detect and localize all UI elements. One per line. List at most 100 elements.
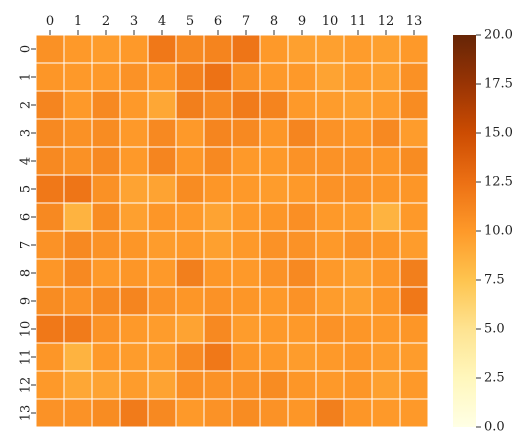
heatmap-cell-r10-c5 — [175, 314, 205, 344]
heatmap-cell-r10-c11 — [343, 314, 373, 344]
heatmap-cell-r11-c4 — [147, 342, 177, 372]
heatmap-cell-r9-c13 — [399, 286, 429, 316]
heatmap-cell-r9-c3 — [119, 286, 149, 316]
heatmap-cell-r13-c8 — [259, 398, 289, 428]
heatmap-cell-r2-c12 — [371, 90, 401, 120]
heatmap-cell-r1-c7 — [231, 62, 261, 92]
heatmap-cell-r4-c5 — [175, 146, 205, 176]
heatmap-cell-r2-c4 — [147, 90, 177, 120]
heatmap-cell-r0-c4 — [147, 34, 177, 64]
heatmap-cell-r6-c2 — [91, 202, 121, 232]
heatmap-cell-r4-c13 — [399, 146, 429, 176]
y-tick-label-11: 11 — [19, 349, 34, 366]
heatmap-cell-r8-c7 — [231, 258, 261, 288]
x-tick-label-3: 3 — [130, 14, 138, 29]
heatmap-cell-r7-c7 — [231, 230, 261, 260]
heatmap-cell-r10-c4 — [147, 314, 177, 344]
heatmap-cell-r2-c10 — [315, 90, 345, 120]
heatmap-cell-r11-c0 — [35, 342, 65, 372]
heatmap-cell-r11-c10 — [315, 342, 345, 372]
heatmap-cell-r3-c12 — [371, 118, 401, 148]
colorbar-tick-label-3: 7.5 — [484, 273, 505, 288]
heatmap-cell-r8-c10 — [315, 258, 345, 288]
y-tick-label-6: 6 — [19, 213, 34, 221]
heatmap-cell-r2-c3 — [119, 90, 149, 120]
heatmap-cell-r8-c6 — [203, 258, 233, 288]
heatmap-cell-r0-c3 — [119, 34, 149, 64]
heatmap-cell-r7-c6 — [203, 230, 233, 260]
heatmap-cell-r8-c3 — [119, 258, 149, 288]
heatmap-cell-r6-c1 — [63, 202, 93, 232]
heatmap-cell-r11-c8 — [259, 342, 289, 372]
x-tick-label-5: 5 — [186, 14, 194, 29]
heatmap-cell-r8-c13 — [399, 258, 429, 288]
heatmap-cell-r1-c1 — [63, 62, 93, 92]
heatmap-cell-r2-c5 — [175, 90, 205, 120]
heatmap-cell-r6-c3 — [119, 202, 149, 232]
heatmap-cell-r5-c12 — [371, 174, 401, 204]
heatmap-cell-r10-c12 — [371, 314, 401, 344]
heatmap-cell-r13-c4 — [147, 398, 177, 428]
heatmap-cell-r12-c5 — [175, 370, 205, 400]
heatmap-cell-r1-c0 — [35, 62, 65, 92]
y-tick-label-9: 9 — [19, 297, 34, 305]
heatmap-cell-r4-c8 — [259, 146, 289, 176]
colorbar-tick-label-0: 0.0 — [484, 420, 505, 435]
heatmap-cell-r10-c9 — [287, 314, 317, 344]
heatmap-cell-r8-c0 — [35, 258, 65, 288]
x-axis-ticks: 0 1 2 3 4 5 6 7 8 9 10 11 12 13 — [46, 14, 422, 35]
heatmap-cell-r12-c6 — [203, 370, 233, 400]
heatmap-cell-r13-c1 — [63, 398, 93, 428]
heatmap-cell-r3-c9 — [287, 118, 317, 148]
heatmap-cell-r1-c8 — [259, 62, 289, 92]
heatmap-cell-r1-c9 — [287, 62, 317, 92]
heatmap-cell-r5-c8 — [259, 174, 289, 204]
heatmap-cell-r7-c2 — [91, 230, 121, 260]
y-tick-label-1: 1 — [19, 73, 34, 81]
x-tick-label-10: 10 — [322, 14, 339, 29]
heatmap-cell-r6-c13 — [399, 202, 429, 232]
heatmap-cell-r11-c6 — [203, 342, 233, 372]
heatmap-cell-r13-c3 — [119, 398, 149, 428]
heatmap-cell-r11-c2 — [91, 342, 121, 372]
heatmap-cell-r8-c9 — [287, 258, 317, 288]
heatmap-cell-r3-c6 — [203, 118, 233, 148]
heatmap-cell-r2-c2 — [91, 90, 121, 120]
heatmap-cell-r0-c13 — [399, 34, 429, 64]
heatmap-cell-r4-c10 — [315, 146, 345, 176]
heatmap-cell-r7-c10 — [315, 230, 345, 260]
heatmap-cell-r3-c2 — [91, 118, 121, 148]
heatmap-cell-r2-c9 — [287, 90, 317, 120]
heatmap-cell-r6-c8 — [259, 202, 289, 232]
heatmap-cell-r9-c6 — [203, 286, 233, 316]
heatmap-cell-r0-c7 — [231, 34, 261, 64]
heatmap-cell-r6-c9 — [287, 202, 317, 232]
heatmap-cell-r7-c4 — [147, 230, 177, 260]
heatmap-cell-r11-c9 — [287, 342, 317, 372]
y-tick-label-7: 7 — [19, 241, 34, 249]
heatmap-cell-r13-c13 — [399, 398, 429, 428]
heatmap-cell-r8-c5 — [175, 258, 205, 288]
heatmap-cell-r4-c2 — [91, 146, 121, 176]
heatmap-cell-r10-c3 — [119, 314, 149, 344]
heatmap-cell-r7-c3 — [119, 230, 149, 260]
heatmap-cell-r10-c13 — [399, 314, 429, 344]
heatmap-cells — [35, 34, 429, 428]
x-tick-label-12: 12 — [378, 14, 395, 29]
heatmap-cell-r6-c12 — [371, 202, 401, 232]
heatmap-cell-r2-c7 — [231, 90, 261, 120]
heatmap-cell-r1-c13 — [399, 62, 429, 92]
heatmap-cell-r5-c1 — [63, 174, 93, 204]
heatmap-cell-r12-c3 — [119, 370, 149, 400]
heatmap-cell-r5-c3 — [119, 174, 149, 204]
heatmap-cell-r3-c10 — [315, 118, 345, 148]
heatmap-cell-r10-c2 — [91, 314, 121, 344]
heatmap-cell-r5-c6 — [203, 174, 233, 204]
heatmap-cell-r6-c11 — [343, 202, 373, 232]
heatmap-cell-r9-c11 — [343, 286, 373, 316]
heatmap-cell-r7-c0 — [35, 230, 65, 260]
heatmap-cell-r2-c1 — [63, 90, 93, 120]
heatmap-cell-r8-c8 — [259, 258, 289, 288]
